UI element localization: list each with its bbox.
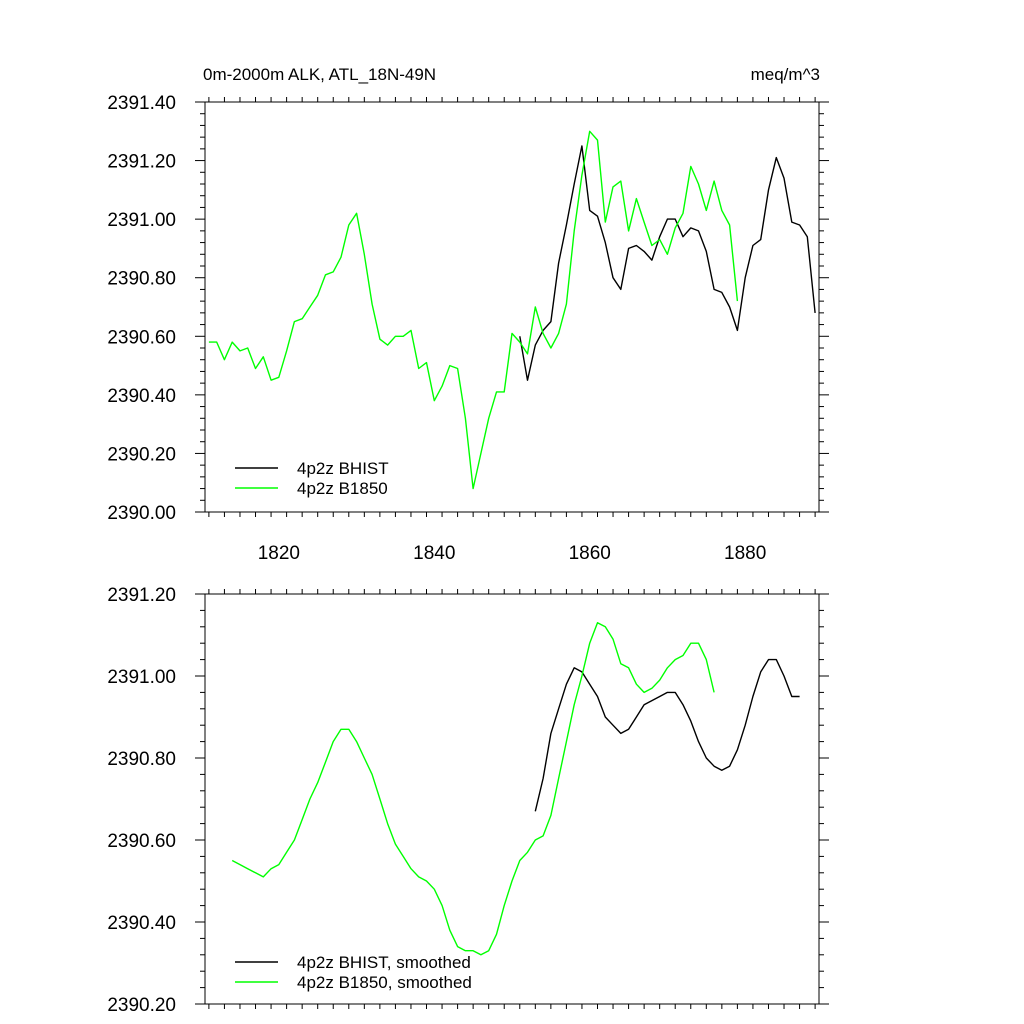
- plot-frame: [204, 101, 820, 513]
- chart-title: 0m-2000m ALK, ATL_18N-49N: [203, 65, 436, 84]
- y-tick-label: 2390.60: [107, 327, 176, 348]
- top-panel: 0m-2000m ALK, ATL_18N-49N meq/m^3 1820 18…: [107, 65, 829, 564]
- series-line-1: [208, 130, 739, 490]
- legend-label: 4p2z B1850: [297, 479, 388, 498]
- legend-label: 4p2z BHIST: [297, 459, 389, 478]
- y-tick-label: 2390.00: [107, 503, 176, 524]
- y-tick-label: 2390.80: [107, 749, 176, 770]
- units-label: meq/m^3: [751, 65, 820, 84]
- series-line-1: [231, 622, 715, 956]
- y-tick-label: 2391.20: [107, 152, 176, 173]
- bottom-panel: 2390.20 2390.40 2390.60 2390.80 2391.00 2391.…: [107, 585, 829, 1016]
- y-tick-label: 2391.00: [107, 667, 176, 688]
- y-tick-label: 2390.20: [107, 995, 176, 1016]
- legend-label: 4p2z BHIST, smoothed: [297, 953, 471, 972]
- x-tick-label: 1860: [569, 543, 611, 564]
- legend-label: 4p2z B1850, smoothed: [297, 973, 472, 992]
- x-tick-label: 1840: [413, 543, 455, 564]
- plot-frame: [204, 593, 820, 1005]
- y-tick-label: 2390.40: [107, 913, 176, 934]
- y-tick-label: 2390.20: [107, 444, 176, 465]
- y-tick-label: 2390.80: [107, 269, 176, 290]
- y-tick-label: 2391.20: [107, 585, 176, 606]
- y-tick-label: 2390.40: [107, 386, 176, 407]
- y-tick-label: 2391.40: [107, 93, 176, 114]
- series-line-0: [534, 658, 800, 812]
- y-tick-label: 2390.60: [107, 831, 176, 852]
- x-tick-label: 1880: [724, 543, 766, 564]
- x-tick-label: 1820: [258, 543, 300, 564]
- y-tick-label: 2391.00: [107, 210, 176, 231]
- series-line-0: [519, 145, 816, 381]
